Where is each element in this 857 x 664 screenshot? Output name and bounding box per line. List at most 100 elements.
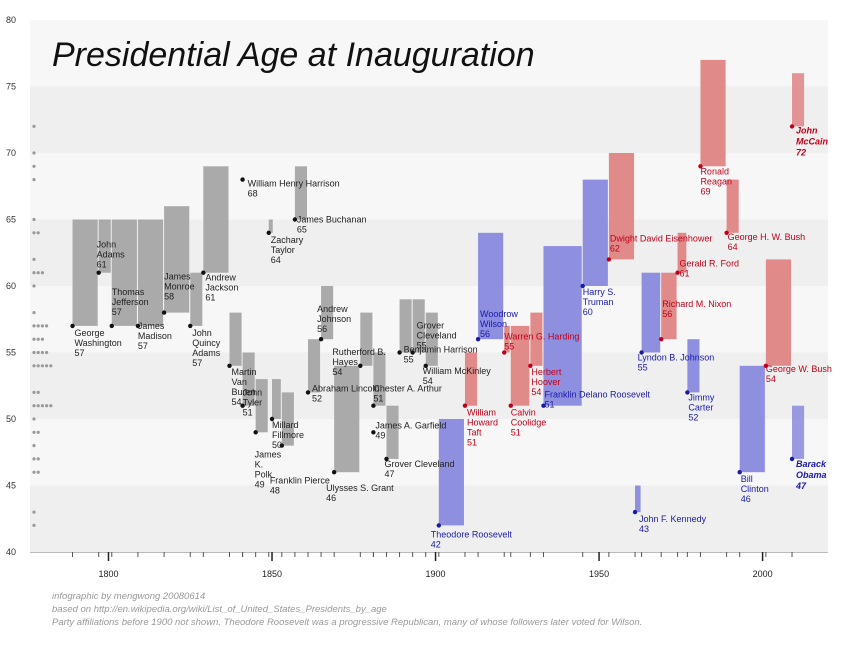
- label-age: 61: [205, 293, 215, 303]
- y-tick-60: 60: [6, 281, 16, 291]
- label-age: 65: [297, 225, 307, 235]
- label-age: 72: [796, 147, 806, 157]
- point-harry-s-truman-1945: [580, 283, 585, 289]
- label-age: 54: [332, 367, 342, 377]
- y-tick-75: 75: [6, 82, 16, 92]
- point-john-mccain-2009: [789, 124, 795, 129]
- label-age: 61: [97, 260, 107, 270]
- point-rutherford-b-hayes-1877: [358, 363, 363, 368]
- bar-harry-s-truman-1945: [582, 179, 608, 286]
- bar-gerald-r-ford-1974: [677, 232, 687, 273]
- y-tick-55: 55: [6, 348, 16, 358]
- label-age: 52: [688, 412, 698, 422]
- bar-herbert-hoover-1929: [530, 312, 543, 366]
- bar-warren-g-harding-1921: [504, 325, 510, 353]
- bar-rutherford-b-hayes-1877: [360, 312, 373, 366]
- label-calvin-coolidge-1923: Calvin Coolidge 51: [511, 408, 547, 438]
- bar-martin-van-buren-1837: [229, 312, 242, 366]
- label-age: 47: [795, 481, 807, 491]
- age-dot-65: [32, 217, 36, 222]
- label-line: Ronald: [700, 166, 729, 176]
- label-line: Taylor: [271, 245, 295, 255]
- bar-james-buchanan-1857: [294, 166, 307, 220]
- point-george-washington-1789: [70, 323, 75, 329]
- label-line: Tyler: [243, 398, 263, 408]
- bar-benjamin-harrison-1889: [399, 299, 412, 353]
- age-dot-47: [32, 457, 36, 461]
- label-line: John F. Kennedy: [639, 514, 707, 524]
- band-70: [30, 86, 828, 153]
- bar-franklin-delano-roosevelt-1933: [543, 246, 582, 406]
- label-ulysses-s-grant-1869: Ulysses S. Grant 46: [326, 483, 394, 503]
- age-dot-61: [40, 271, 45, 275]
- label-line: Reagan: [700, 176, 732, 186]
- bar-john-quincy-adams-1825: [190, 272, 203, 326]
- bar-grover-cleveland-1893: [412, 299, 425, 353]
- age-dot-51: [36, 404, 40, 408]
- bar-andrew-johnson-1865: [321, 286, 334, 340]
- label-age: 57: [192, 358, 202, 368]
- bar-george-w-bush-2001: [765, 259, 792, 366]
- age-dot-69: [32, 164, 36, 168]
- label-age: 54: [531, 387, 541, 397]
- label-line: Washington: [75, 338, 122, 348]
- credits: infographic by mengwong 20080614 based o…: [52, 590, 642, 629]
- bar-bill-clinton-1993: [739, 365, 765, 473]
- label-age: 54: [766, 374, 776, 384]
- point-franklin-delano-roosevelt-1933: [541, 403, 546, 408]
- label-line: Andrew: [317, 304, 348, 314]
- x-axis: 1800 1850 1900 1950 2000: [30, 552, 828, 579]
- point-warren-g-harding-1921: [502, 350, 507, 355]
- bar-theodore-roosevelt-1901: [438, 419, 464, 526]
- point-james-a-garfield-1881: [371, 430, 376, 435]
- age-dot-43: [32, 510, 36, 514]
- label-line: John: [796, 125, 818, 135]
- age-dot-55: [36, 350, 40, 355]
- label-line: McCain: [796, 136, 829, 146]
- age-dot-57: [36, 324, 40, 328]
- label-john-quincy-adams-1825: John Quincy Adams 57: [192, 328, 221, 368]
- label-age: 60: [583, 307, 593, 317]
- label-line: Madison: [138, 331, 172, 341]
- point-millard-fillmore-1850: [269, 416, 275, 422]
- point-james-k-polk-1845: [253, 430, 258, 435]
- bar-millard-fillmore-1850: [272, 379, 281, 419]
- bar-grover-cleveland-1885: [386, 405, 399, 459]
- age-dot-51: [32, 404, 36, 408]
- point-andrew-jackson-1829: [201, 270, 206, 275]
- bar-jimmy-carter-1977: [687, 339, 700, 393]
- bar-ronald-reagan-1981: [700, 59, 726, 167]
- bar-james-madison-1809: [137, 219, 164, 326]
- label-william-henry-harrison-1841: William Henry Harrison 68: [248, 179, 340, 199]
- age-dot-55: [40, 350, 45, 355]
- label-line: James A. Garfield: [375, 420, 446, 430]
- bar-woodrow-wilson-1913: [478, 232, 504, 340]
- label-line: George H. W. Bush: [728, 232, 806, 242]
- bar-zachary-taylor-1849: [268, 219, 273, 233]
- point-woodrow-wilson-1913: [475, 337, 481, 342]
- band-45: [30, 419, 828, 486]
- label-line: Dwight David Eisenhower: [610, 233, 713, 243]
- label-line: Johnson: [317, 314, 351, 324]
- label-line: Fillmore: [272, 430, 304, 440]
- label-martin-van-buren-1837: Martin Van Buren 54: [232, 367, 257, 407]
- age-dot-57: [32, 324, 36, 328]
- label-line: John: [192, 328, 212, 338]
- age-dot-54: [45, 364, 49, 368]
- label-age: 52: [312, 393, 322, 403]
- age-dot-61: [36, 271, 40, 275]
- label-line: Hayes: [332, 357, 358, 367]
- point-jimmy-carter-1977: [685, 390, 690, 395]
- label-line: Adams: [192, 348, 221, 358]
- label-line: Zachary: [271, 235, 304, 245]
- age-dot-47: [36, 457, 40, 461]
- label-line: Bill: [741, 474, 753, 484]
- label-age: 48: [270, 486, 280, 496]
- band-40: [30, 485, 828, 552]
- label-line: William: [467, 408, 496, 418]
- bar-john-tyler-1841: [242, 352, 255, 406]
- label-james-a-garfield-1881: James A. Garfield 49: [375, 420, 446, 440]
- label-harry-s-truman-1945: Harry S. Truman 60: [583, 287, 616, 317]
- label-line: Harry S.: [583, 287, 616, 297]
- label-line: Howard: [467, 418, 498, 428]
